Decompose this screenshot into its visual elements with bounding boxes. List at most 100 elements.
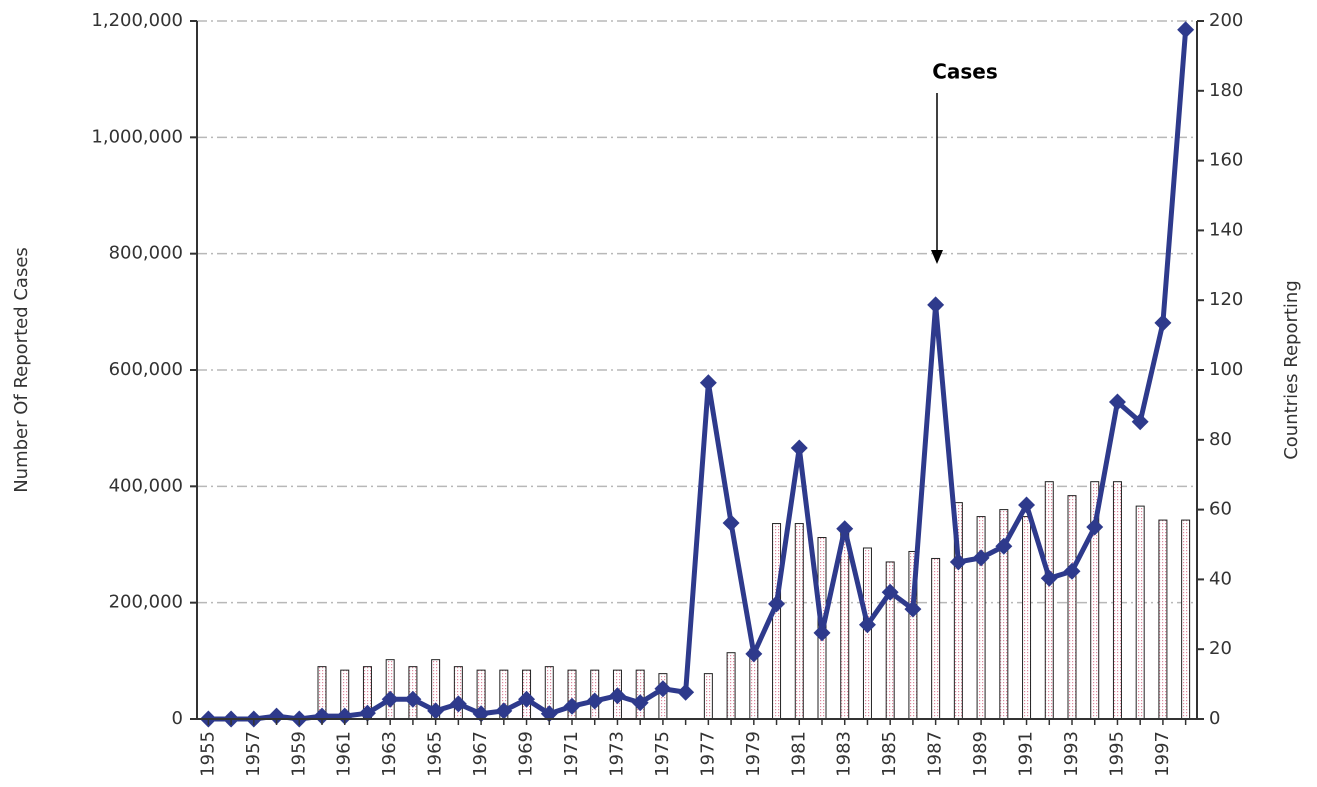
- bar: [1135, 505, 1145, 720]
- x-tick-label: 1955: [197, 731, 218, 777]
- y2-tick-label: 180: [1209, 80, 1243, 101]
- marker: [858, 616, 876, 634]
- x-tick-label: 1985: [879, 731, 900, 777]
- x-tick-label: 1975: [652, 731, 673, 777]
- marker: [427, 702, 445, 720]
- marker: [268, 707, 286, 725]
- marker: [699, 374, 717, 392]
- marker: [563, 697, 581, 715]
- marker: [677, 683, 695, 701]
- y2-tick-label: 40: [1209, 568, 1232, 589]
- y2-tick-label: 20: [1209, 638, 1232, 659]
- marker: [881, 583, 899, 601]
- y-tick-label: 1,200,000: [91, 10, 183, 31]
- marker: [1086, 518, 1104, 536]
- line: [208, 29, 1189, 722]
- bar: [703, 673, 713, 720]
- annotation: Cases: [932, 60, 998, 84]
- marker: [313, 707, 331, 725]
- y-tick-label: 200,000: [109, 592, 183, 613]
- marker: [927, 296, 945, 314]
- y-tick-label: 1,000,000: [91, 126, 183, 147]
- x-tick-label: 1993: [1061, 731, 1082, 777]
- bar: [862, 547, 872, 720]
- bar: [976, 516, 986, 720]
- marker: [518, 690, 536, 708]
- x-tick-label: 1967: [470, 731, 491, 777]
- bar: [1112, 481, 1122, 720]
- marker: [358, 704, 376, 722]
- y-tick-label: 400,000: [109, 475, 183, 496]
- y-tick-label: 0: [172, 708, 183, 729]
- marker: [1018, 496, 1036, 514]
- marker: [449, 695, 467, 713]
- marker: [1063, 562, 1081, 580]
- marker: [404, 690, 422, 708]
- y2-tick-label: 140: [1209, 219, 1243, 240]
- x-tick-label: 1965: [425, 731, 446, 777]
- x-tick-label: 1971: [561, 731, 582, 777]
- marker: [1154, 314, 1172, 332]
- bar: [726, 652, 736, 720]
- x-tick-label: 1995: [1106, 731, 1127, 777]
- x-tick-label: 1957: [243, 731, 264, 777]
- x-tick-label: 1987: [925, 731, 946, 777]
- bar: [1044, 481, 1054, 720]
- marker: [745, 645, 763, 663]
- marker: [1177, 21, 1195, 39]
- y2-tick-label: 200: [1209, 10, 1243, 31]
- y-tick-label: 600,000: [109, 359, 183, 380]
- marker: [972, 549, 990, 567]
- marker: [1040, 569, 1058, 587]
- marker: [813, 624, 831, 642]
- marker: [836, 520, 854, 538]
- y2-tick-label: 0: [1209, 708, 1220, 729]
- bar: [1022, 516, 1032, 720]
- y2-tick-label: 120: [1209, 289, 1243, 310]
- x-tick-label: 1969: [516, 731, 537, 777]
- y-tick-label: 800,000: [109, 243, 183, 264]
- x-tick-label: 1977: [697, 731, 718, 777]
- x-tick-label: 1963: [379, 731, 400, 777]
- bars: [317, 481, 1191, 720]
- marker: [336, 707, 354, 725]
- marker: [722, 514, 740, 532]
- x-tick-label: 1981: [788, 731, 809, 777]
- x-tick-label: 1973: [606, 731, 627, 777]
- bar: [772, 523, 782, 720]
- marker: [949, 553, 967, 571]
- marker: [654, 680, 672, 698]
- lines: [199, 21, 1195, 728]
- x-tick-label: 1989: [970, 731, 991, 777]
- bar: [794, 523, 804, 720]
- bar: [1067, 495, 1077, 720]
- bar: [385, 659, 395, 720]
- y-axis-label: Number Of Reported Cases: [11, 247, 32, 493]
- y2-tick-label: 60: [1209, 499, 1232, 520]
- y2-tick-label: 80: [1209, 429, 1232, 450]
- bar: [1158, 519, 1168, 720]
- bar: [840, 530, 850, 720]
- x-tick-label: 1983: [834, 731, 855, 777]
- x-tick-label: 1997: [1152, 731, 1173, 777]
- marker: [495, 702, 513, 720]
- marker: [631, 694, 649, 712]
- grid: [197, 20, 1197, 604]
- bar: [1181, 519, 1191, 720]
- x-tick-label: 1959: [288, 731, 309, 777]
- marker: [608, 687, 626, 705]
- x-tick-label: 1961: [334, 731, 355, 777]
- y2-axis-label: Countries Reporting: [1281, 280, 1302, 460]
- y2-tick-label: 100: [1209, 359, 1243, 380]
- marker: [904, 600, 922, 618]
- marker: [586, 692, 604, 710]
- marker: [995, 537, 1013, 555]
- marker: [381, 690, 399, 708]
- y2-tick-label: 160: [1209, 150, 1243, 171]
- marker: [768, 595, 786, 613]
- arrow-head: [931, 250, 943, 264]
- x-tick-label: 1979: [743, 731, 764, 777]
- marker: [790, 439, 808, 457]
- x-tick-label: 1991: [1016, 731, 1037, 777]
